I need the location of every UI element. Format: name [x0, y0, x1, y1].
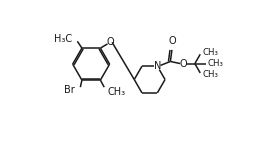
Text: CH₃: CH₃ — [208, 59, 224, 68]
Text: N: N — [154, 61, 161, 71]
Text: O: O — [169, 36, 176, 46]
Text: CH₃: CH₃ — [202, 70, 218, 79]
Text: O: O — [179, 59, 187, 69]
Text: CH₃: CH₃ — [202, 48, 218, 57]
Text: CH₃: CH₃ — [107, 87, 125, 97]
Text: O: O — [106, 37, 114, 47]
Text: Br: Br — [64, 85, 75, 95]
Text: H₃C: H₃C — [54, 34, 72, 44]
